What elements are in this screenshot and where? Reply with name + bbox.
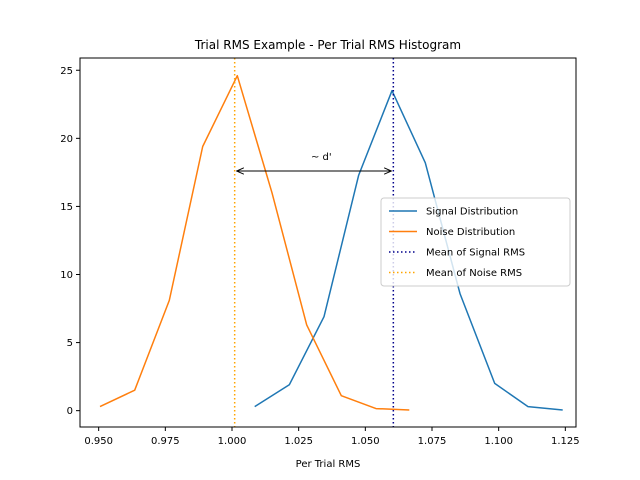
legend-label: Signal Distribution bbox=[426, 207, 518, 218]
series-line-noise bbox=[99, 74, 410, 411]
x-tick-label: 1.125 bbox=[551, 436, 580, 447]
legend-box bbox=[380, 197, 571, 287]
legend: Signal Distribution Noise Distribution Mea… bbox=[380, 197, 571, 287]
plot-frame bbox=[79, 57, 577, 428]
y-tick-label: 20 bbox=[60, 134, 73, 145]
legend-label: Noise Distribution bbox=[426, 227, 515, 238]
y-axis: 0 5 10 15 20 25 bbox=[60, 66, 80, 417]
legend-label: Mean of Signal RMS bbox=[426, 248, 525, 259]
y-tick-label: 15 bbox=[60, 202, 73, 213]
x-tick-label: 1.025 bbox=[284, 436, 313, 447]
y-tick-label: 5 bbox=[67, 338, 73, 349]
x-tick-label: 1.100 bbox=[484, 436, 513, 447]
x-axis: 0.950 0.975 1.000 1.025 1.050 1.075 1.100 1.125 bbox=[84, 427, 580, 447]
x-tick-label: 1.050 bbox=[351, 436, 380, 447]
x-axis-label: Per Trial RMS bbox=[296, 459, 361, 470]
x-tick-label: 1.075 bbox=[418, 436, 447, 447]
x-tick-label: 0.975 bbox=[151, 436, 180, 447]
annotation-group: ~ d' bbox=[237, 152, 392, 171]
y-tick-label: 25 bbox=[60, 66, 73, 77]
chart-title: Trial RMS Example - Per Trial RMS Histog… bbox=[194, 38, 461, 52]
y-tick-label: 0 bbox=[67, 406, 73, 417]
x-tick-label: 1.000 bbox=[218, 436, 247, 447]
legend-label: Mean of Noise RMS bbox=[426, 268, 522, 279]
series-line-signal bbox=[254, 89, 563, 411]
y-tick-label: 10 bbox=[60, 270, 73, 281]
x-tick-label: 0.950 bbox=[84, 436, 113, 447]
d-prime-label: ~ d' bbox=[311, 152, 332, 163]
